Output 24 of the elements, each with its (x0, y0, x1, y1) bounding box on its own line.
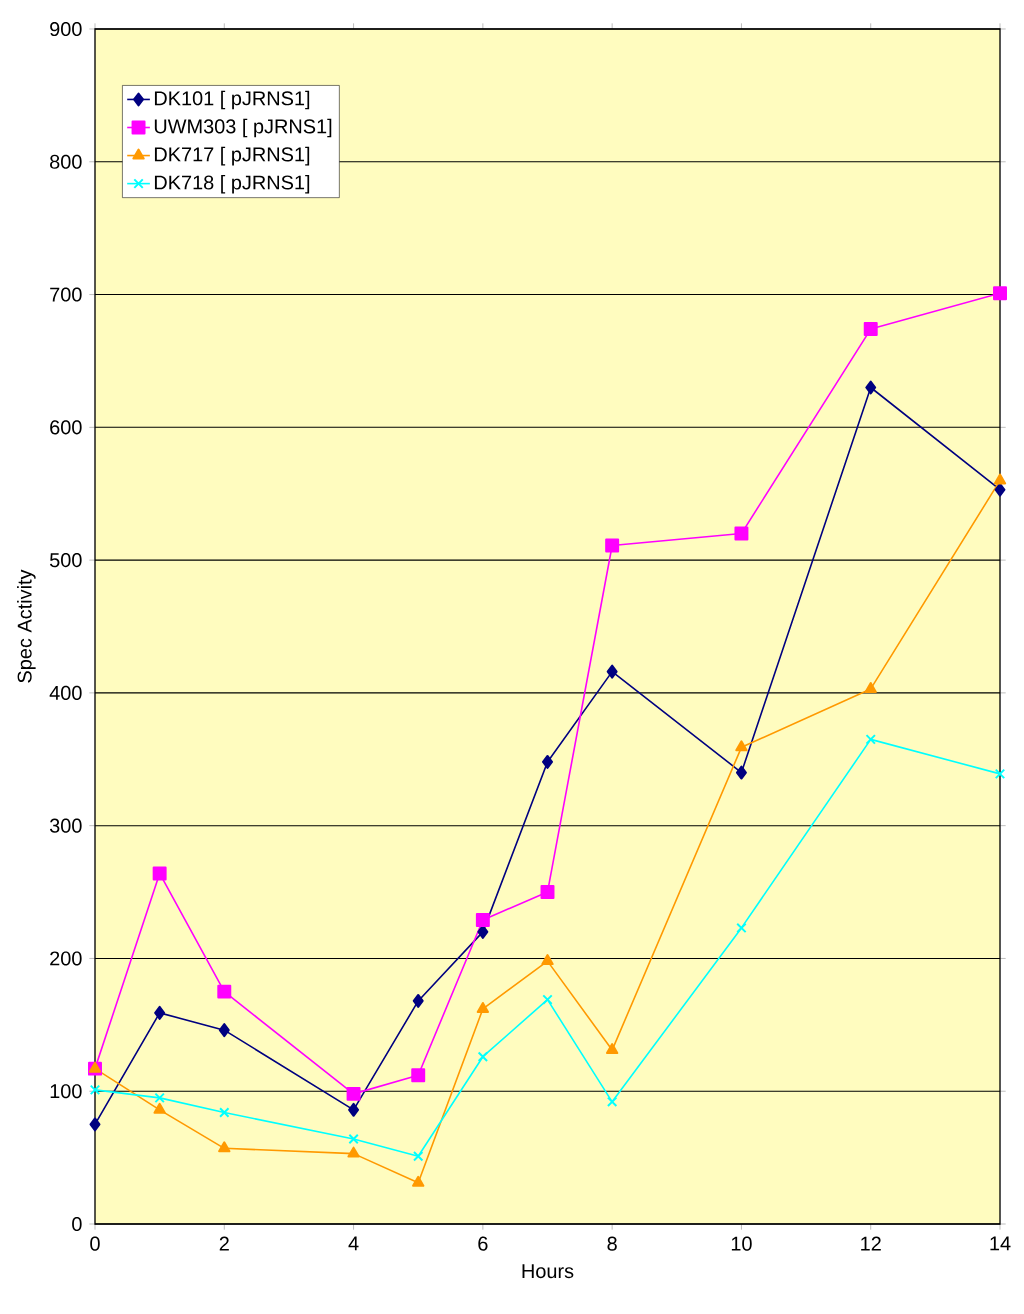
y-tick-label: 900 (50, 21, 82, 37)
x-tick-label: 14 (990, 1236, 1011, 1251)
x-tick-label: 8 (607, 1236, 617, 1251)
x-tick-label: 4 (348, 1236, 359, 1251)
legend-label: DK718 [ pJRNS1] (154, 174, 310, 194)
x-tick-label: 2 (219, 1236, 229, 1251)
legend-label: UWM303 [ pJRNS1] (154, 118, 332, 138)
y-tick-label: 200 (50, 951, 82, 966)
y-tick-label: 700 (50, 287, 82, 302)
y-tick-label: 800 (50, 154, 82, 169)
x-axis-title: Hours (522, 1264, 574, 1279)
y-tick-label: 0 (72, 1216, 82, 1232)
x-tick-label: 6 (478, 1236, 488, 1251)
x-tick-label: 10 (731, 1236, 752, 1251)
x-tick-label: 12 (861, 1236, 881, 1251)
x-tick-label: 0 (90, 1236, 100, 1251)
y-tick-label: 300 (49, 818, 82, 833)
y-tick-label: 600 (50, 420, 82, 435)
legend-label: DK717 [ pJRNS1] (154, 146, 310, 166)
y-axis-title: Spec Activity (17, 569, 36, 683)
y-tick-label: 100 (50, 1084, 82, 1099)
y-tick-label: 500 (49, 553, 82, 568)
y-tick-label: 400 (49, 685, 82, 700)
legend-label: DK101 [ pJRNS1] (154, 90, 310, 110)
